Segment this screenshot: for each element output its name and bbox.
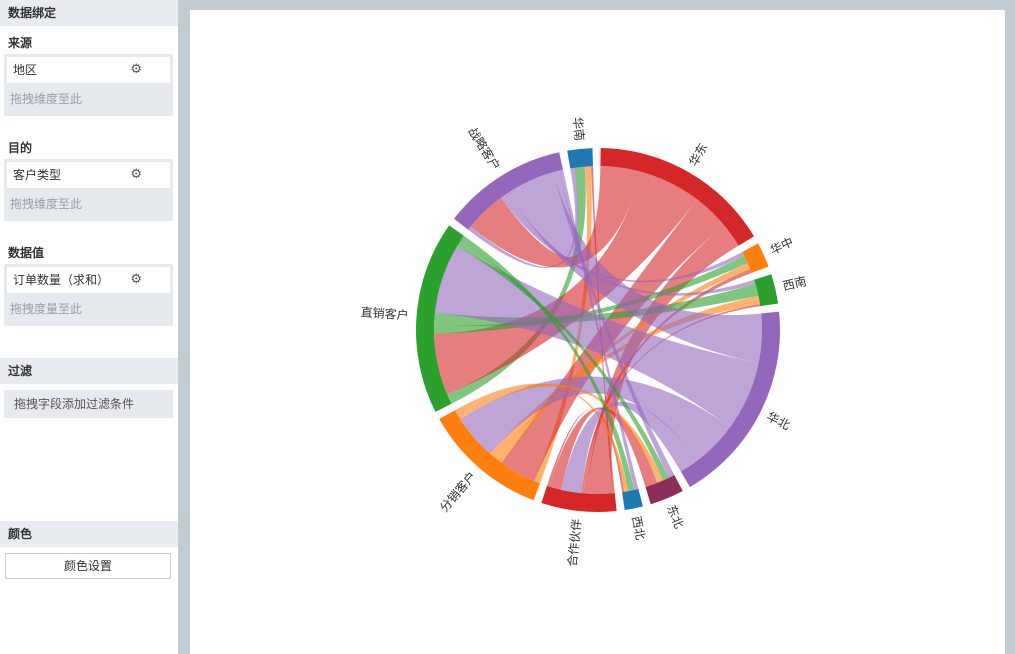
source-drop-hint: 拖拽维度至此 <box>10 92 83 106</box>
chord-group-label: 华北 <box>764 409 792 432</box>
source-label: 来源 <box>8 36 33 50</box>
chord-ribbon[interactable] <box>457 383 664 483</box>
chord-ribbon[interactable] <box>552 170 675 478</box>
chord-group-arc[interactable] <box>622 488 643 511</box>
chord-group-label: 战略客户 <box>465 124 503 173</box>
chord-ribbons <box>434 166 762 495</box>
target-field-name: 客户类型 <box>13 168 62 182</box>
chord-group-arc[interactable] <box>754 274 779 307</box>
binding-section-header: 数据绑定 <box>0 0 178 26</box>
target-label: 目的 <box>8 141 33 155</box>
filter-section-header: 过滤 <box>0 358 178 384</box>
chord-group-arc[interactable] <box>567 148 594 169</box>
color-settings-button[interactable]: 颜色设置 <box>5 553 171 579</box>
chord-group-arc[interactable] <box>600 148 755 246</box>
chord-ribbon[interactable] <box>587 225 739 495</box>
chord-group-arc[interactable] <box>415 225 464 412</box>
data-binding-panel: 数据绑定 来源 地区 ⚙ 拖拽维度至此 目的 客户类型 ⚙ 拖拽维度至此 数据值… <box>0 0 178 654</box>
chord-group-label: 分销客户 <box>436 468 479 514</box>
chord-ribbon[interactable] <box>548 407 658 490</box>
chord-ribbon[interactable] <box>561 401 699 494</box>
target-drop-zone[interactable]: 客户类型 ⚙ 拖拽维度至此 <box>4 159 173 221</box>
chord-ribbon[interactable] <box>558 169 639 490</box>
chord-group-label: 直销客户 <box>360 304 409 322</box>
chord-ribbon[interactable] <box>460 376 731 460</box>
chord-group-arc[interactable] <box>541 485 617 512</box>
chord-ribbon[interactable] <box>590 166 615 494</box>
gear-icon[interactable]: ⚙ <box>130 62 142 77</box>
chord-group-arc[interactable] <box>742 243 769 273</box>
chord-group-arc[interactable] <box>645 475 683 505</box>
chord-group-label: 华中 <box>768 234 796 258</box>
chord-group-label: 西北 <box>629 515 647 541</box>
chord-ribbon[interactable] <box>434 171 698 395</box>
value-drop-hint: 拖拽度量至此 <box>10 302 83 316</box>
chord-group-label: 东北 <box>664 503 686 531</box>
chord-ribbon[interactable] <box>507 172 762 364</box>
chart-canvas: 华南华东华中西南华北东北 西北 合作伙伴 分销客户 直销客户 战略客户 <box>190 10 1005 654</box>
chord-ribbon[interactable] <box>434 246 759 428</box>
filter-drop-zone[interactable]: 拖拽字段添加过滤条件 <box>4 390 173 418</box>
chord-group-label: 合作伙伴 <box>564 518 584 567</box>
chord-arcs <box>415 148 780 512</box>
source-field-name: 地区 <box>13 63 38 77</box>
chord-ribbon[interactable] <box>470 166 642 268</box>
gear-icon[interactable]: ⚙ <box>130 167 142 182</box>
chord-group-label: 华东 <box>686 141 710 169</box>
source-field-chip[interactable]: 地区 ⚙ <box>7 57 170 83</box>
gear-icon[interactable]: ⚙ <box>130 272 142 287</box>
value-label: 数据值 <box>8 246 45 260</box>
chord-group-arc[interactable] <box>453 152 564 230</box>
chord-group-label: 西南 <box>781 273 808 293</box>
source-drop-zone[interactable]: 地区 ⚙ 拖拽维度至此 <box>4 54 173 116</box>
value-field-name: 订单数量（求和） <box>13 273 110 287</box>
chord-group-arc[interactable] <box>680 311 780 488</box>
value-field-chip[interactable]: 订单数量（求和） ⚙ <box>7 267 170 293</box>
target-field-chip[interactable]: 客户类型 ⚙ <box>7 162 170 188</box>
color-section-header: 颜色 <box>0 521 178 547</box>
value-drop-zone[interactable]: 订单数量（求和） ⚙ 拖拽度量至此 <box>4 264 173 326</box>
target-drop-hint: 拖拽维度至此 <box>10 197 83 211</box>
chord-group-label: 华南 <box>570 116 587 141</box>
chord-group-arc[interactable] <box>439 410 541 501</box>
